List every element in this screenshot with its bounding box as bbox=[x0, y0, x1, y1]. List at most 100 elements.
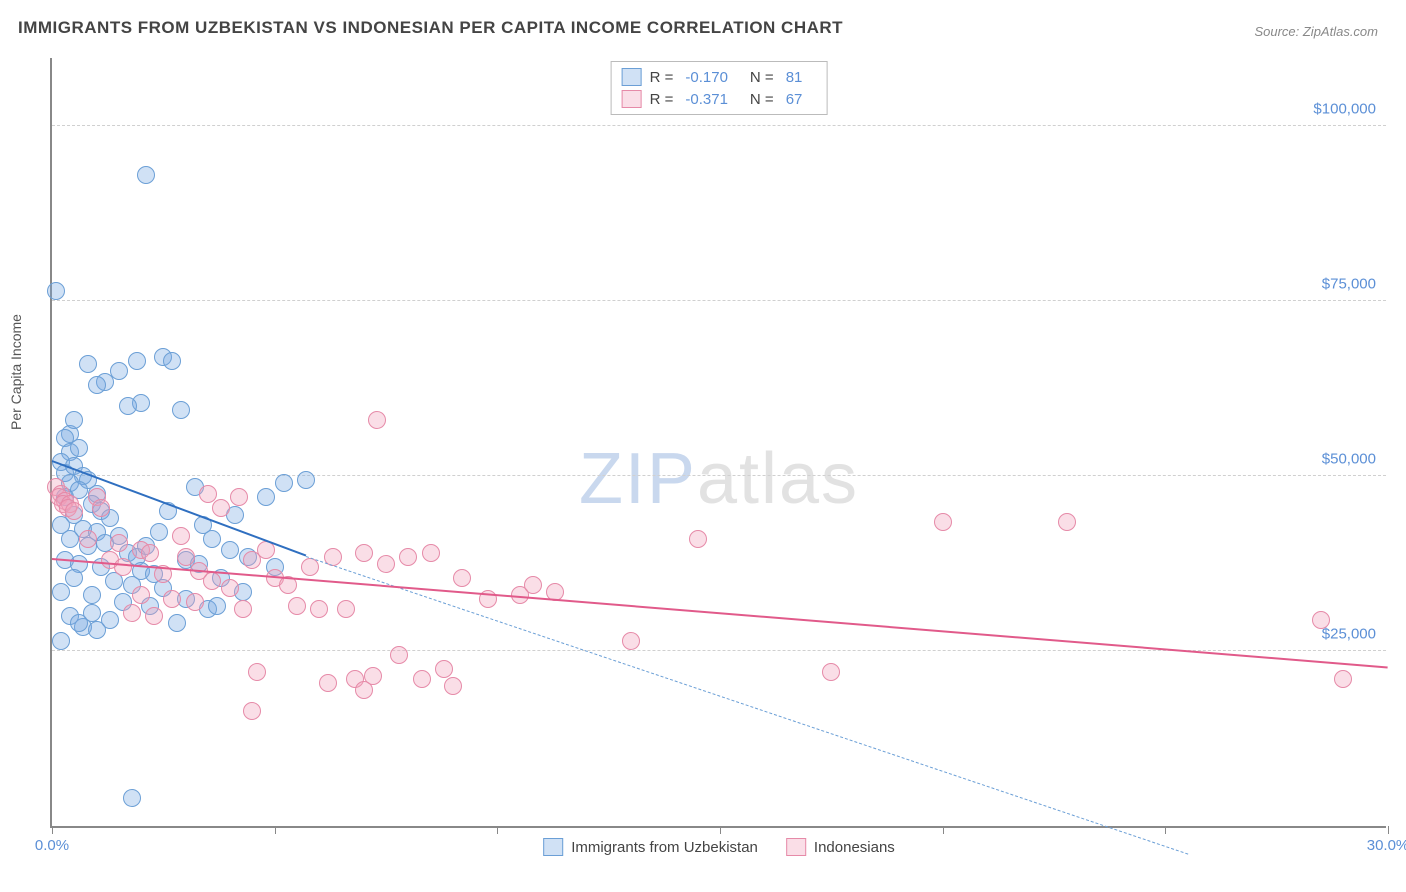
data-point bbox=[413, 670, 431, 688]
xtick bbox=[1165, 826, 1166, 834]
data-point bbox=[275, 474, 293, 492]
data-point bbox=[163, 590, 181, 608]
data-point bbox=[128, 352, 146, 370]
data-point bbox=[390, 646, 408, 664]
data-point bbox=[1312, 611, 1330, 629]
xtick bbox=[943, 826, 944, 834]
xtick bbox=[720, 826, 721, 834]
data-point bbox=[168, 614, 186, 632]
data-point bbox=[453, 569, 471, 587]
data-point bbox=[212, 499, 230, 517]
source-link[interactable]: ZipAtlas.com bbox=[1303, 24, 1378, 39]
source-prefix: Source: bbox=[1254, 24, 1302, 39]
y-axis-label: Per Capita Income bbox=[8, 314, 24, 430]
data-point bbox=[435, 660, 453, 678]
xtick bbox=[497, 826, 498, 834]
data-point bbox=[297, 471, 315, 489]
legend-row-uzbekistan: R = -0.170 N = 81 bbox=[622, 66, 817, 88]
data-point bbox=[123, 789, 141, 807]
data-point bbox=[52, 632, 70, 650]
correlation-legend: R = -0.170 N = 81 R = -0.371 N = 67 bbox=[611, 61, 828, 115]
r-value-indonesians: -0.371 bbox=[685, 91, 728, 108]
data-point bbox=[221, 541, 239, 559]
data-point bbox=[172, 401, 190, 419]
data-point bbox=[92, 499, 110, 517]
n-label: N = bbox=[750, 69, 774, 86]
gridline bbox=[52, 300, 1386, 301]
trend-line bbox=[306, 556, 1188, 854]
legend-item-indonesians: Indonesians bbox=[786, 838, 895, 856]
gridline bbox=[52, 125, 1386, 126]
data-point bbox=[114, 558, 132, 576]
ytick-label: $75,000 bbox=[1322, 276, 1376, 293]
data-point bbox=[422, 544, 440, 562]
xtick bbox=[275, 826, 276, 834]
data-point bbox=[61, 530, 79, 548]
swatch-indonesians bbox=[786, 838, 806, 856]
data-point bbox=[70, 439, 88, 457]
data-point bbox=[444, 677, 462, 695]
series-legend: Immigrants from Uzbekistan Indonesians bbox=[543, 838, 895, 856]
watermark-zip: ZIP bbox=[579, 439, 697, 519]
xtick bbox=[1388, 826, 1389, 834]
data-point bbox=[79, 530, 97, 548]
data-point bbox=[234, 600, 252, 618]
data-point bbox=[377, 555, 395, 573]
r-value-uzbekistan: -0.170 bbox=[685, 69, 728, 86]
series-label-uzbekistan: Immigrants from Uzbekistan bbox=[571, 839, 758, 856]
ytick-label: $100,000 bbox=[1313, 101, 1376, 118]
data-point bbox=[119, 397, 137, 415]
series-label-indonesians: Indonesians bbox=[814, 839, 895, 856]
chart-title: IMMIGRANTS FROM UZBEKISTAN VS INDONESIAN… bbox=[18, 18, 843, 38]
data-point bbox=[79, 355, 97, 373]
data-point bbox=[355, 544, 373, 562]
n-label: N = bbox=[750, 91, 774, 108]
data-point bbox=[368, 411, 386, 429]
watermark: ZIPatlas bbox=[579, 438, 859, 520]
data-point bbox=[934, 513, 952, 531]
swatch-uzbekistan bbox=[543, 838, 563, 856]
data-point bbox=[337, 600, 355, 618]
data-point bbox=[230, 488, 248, 506]
trend-line bbox=[52, 558, 1388, 668]
data-point bbox=[310, 600, 328, 618]
data-point bbox=[399, 548, 417, 566]
data-point bbox=[88, 376, 106, 394]
data-point bbox=[186, 593, 204, 611]
data-point bbox=[319, 674, 337, 692]
legend-item-uzbekistan: Immigrants from Uzbekistan bbox=[543, 838, 758, 856]
swatch-uzbekistan bbox=[622, 68, 642, 86]
xtick-label: 30.0% bbox=[1367, 837, 1406, 854]
plot-area: ZIPatlas R = -0.170 N = 81 R = -0.371 N … bbox=[50, 58, 1386, 828]
data-point bbox=[203, 572, 221, 590]
data-point bbox=[47, 282, 65, 300]
data-point bbox=[524, 576, 542, 594]
data-point bbox=[221, 579, 239, 597]
data-point bbox=[622, 632, 640, 650]
gridline bbox=[52, 475, 1386, 476]
data-point bbox=[83, 604, 101, 622]
data-point bbox=[248, 663, 266, 681]
legend-row-indonesians: R = -0.371 N = 67 bbox=[622, 88, 817, 110]
data-point bbox=[52, 583, 70, 601]
data-point bbox=[132, 586, 150, 604]
data-point bbox=[208, 597, 226, 615]
data-point bbox=[163, 352, 181, 370]
n-value-indonesians: 67 bbox=[786, 91, 803, 108]
data-point bbox=[355, 681, 373, 699]
data-point bbox=[1058, 513, 1076, 531]
ytick-label: $50,000 bbox=[1322, 451, 1376, 468]
data-point bbox=[88, 621, 106, 639]
data-point bbox=[123, 604, 141, 622]
data-point bbox=[243, 702, 261, 720]
xtick-label: 0.0% bbox=[35, 837, 69, 854]
data-point bbox=[177, 548, 195, 566]
data-point bbox=[145, 607, 163, 625]
watermark-rest: atlas bbox=[697, 439, 859, 519]
swatch-indonesians bbox=[622, 90, 642, 108]
data-point bbox=[65, 569, 83, 587]
data-point bbox=[65, 411, 83, 429]
data-point bbox=[172, 527, 190, 545]
data-point bbox=[65, 502, 83, 520]
data-point bbox=[288, 597, 306, 615]
